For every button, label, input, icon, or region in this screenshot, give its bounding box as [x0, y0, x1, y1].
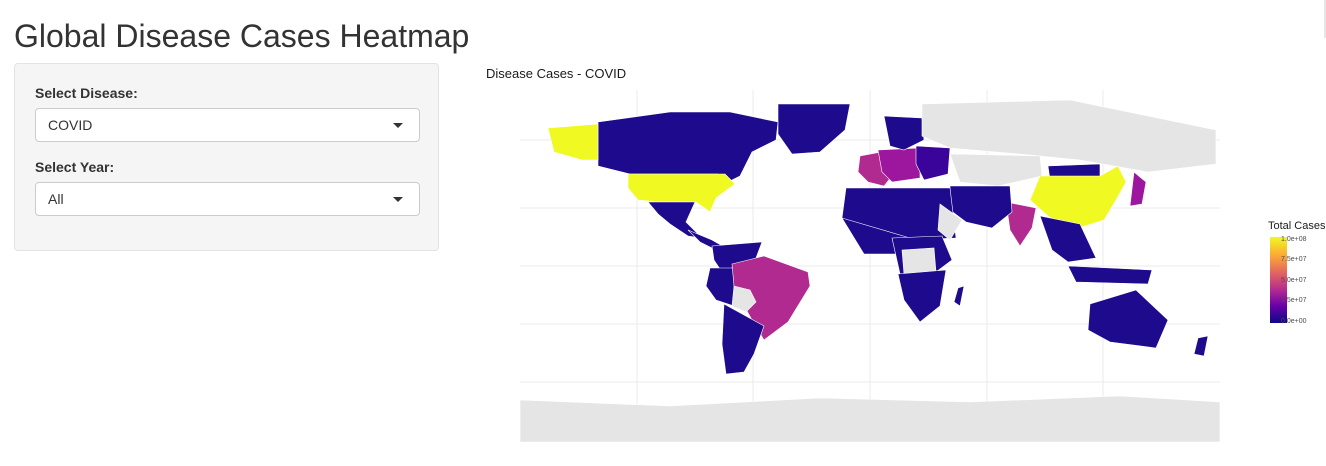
country-australia [1087, 289, 1169, 349]
country-indonesia [1067, 265, 1153, 285]
country-southern-africa [897, 269, 947, 323]
country-east-africa-no-data [937, 203, 963, 241]
legend-tick: 0.0e+00 [1281, 318, 1307, 325]
disease-select-label: Select Disease: [35, 85, 138, 101]
country-russia-no-data [921, 99, 1217, 173]
country-antarctica-no-data [520, 395, 1220, 442]
country-kazakhstan-no-data [949, 153, 1043, 187]
window-edge [1324, 0, 1326, 38]
legend-colorbar [1270, 237, 1287, 323]
country-china [1029, 165, 1127, 231]
country-madagascar [953, 285, 965, 307]
legend-title: Total Cases [1268, 220, 1326, 232]
legend-tick: 5.0e+07 [1281, 277, 1307, 284]
year-select-label: Select Year: [35, 159, 115, 175]
year-select[interactable]: All [35, 182, 420, 216]
chevron-down-icon [393, 196, 403, 202]
world-map [520, 90, 1220, 442]
disease-select[interactable]: COVID [35, 108, 420, 142]
country-alaska [547, 123, 599, 161]
country-scandinavia [883, 115, 925, 151]
country-southeast-asia [1039, 215, 1097, 263]
country-congo-no-data [901, 247, 937, 275]
country-argentina-chile [721, 303, 765, 375]
legend-tick: 7.5e+07 [1281, 256, 1307, 263]
country-india [1005, 201, 1037, 247]
country-canada [597, 111, 779, 183]
country-japan [1129, 171, 1147, 207]
legend-tick: 2.5e+07 [1281, 297, 1307, 304]
country-bolivia-no-data [731, 285, 757, 313]
sidebar-panel: Select Disease: COVID Select Year: All [14, 63, 439, 251]
country-eastern-europe [915, 145, 951, 181]
legend-tick: 1.0e+08 [1281, 236, 1307, 243]
map-legend: Total Cases 1.0e+08 7.5e+07 5.0e+07 2.5e… [1268, 220, 1326, 325]
plot-title: Disease Cases - COVID [486, 66, 627, 81]
country-greenland [777, 103, 851, 155]
country-new-zealand [1193, 335, 1209, 357]
country-usa [627, 173, 736, 213]
chevron-down-icon [393, 122, 403, 128]
year-select-value: All [48, 191, 64, 207]
country-europe-central [877, 147, 921, 183]
disease-select-value: COVID [48, 117, 93, 133]
page-title: Global Disease Cases Heatmap [14, 18, 470, 54]
